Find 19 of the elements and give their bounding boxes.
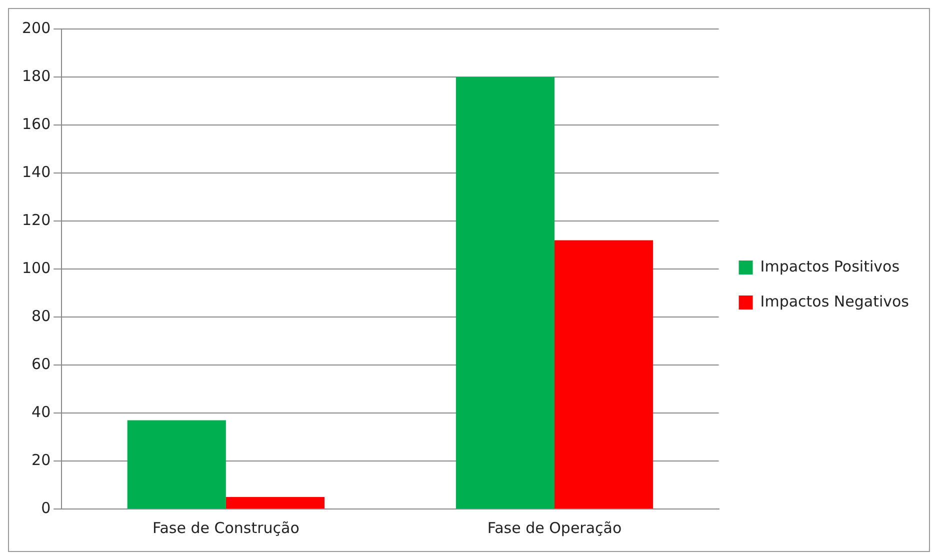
x-tick-label: Fase de Operação [487, 518, 622, 537]
y-tick-label: 120 [22, 210, 51, 229]
bar [456, 77, 554, 508]
y-tick-label: 180 [22, 66, 51, 85]
bar [226, 497, 324, 508]
y-tick-label: 140 [22, 162, 51, 181]
legend-label: Impactos Positivos [760, 257, 900, 276]
x-tick-label: Fase de Construção [152, 518, 300, 537]
y-tick-label: 80 [32, 306, 51, 325]
legend-label: Impactos Negativos [760, 292, 910, 310]
y-tick-label: 200 [22, 18, 51, 37]
y-tick-label: 160 [22, 114, 51, 133]
y-tick-label: 100 [22, 258, 51, 277]
y-tick-label: 60 [32, 354, 51, 373]
y-tick-label: 20 [32, 450, 51, 469]
bar [554, 240, 654, 508]
bar [127, 420, 226, 508]
y-tick-label: 40 [32, 402, 51, 421]
y-tick-label: 0 [41, 498, 51, 517]
